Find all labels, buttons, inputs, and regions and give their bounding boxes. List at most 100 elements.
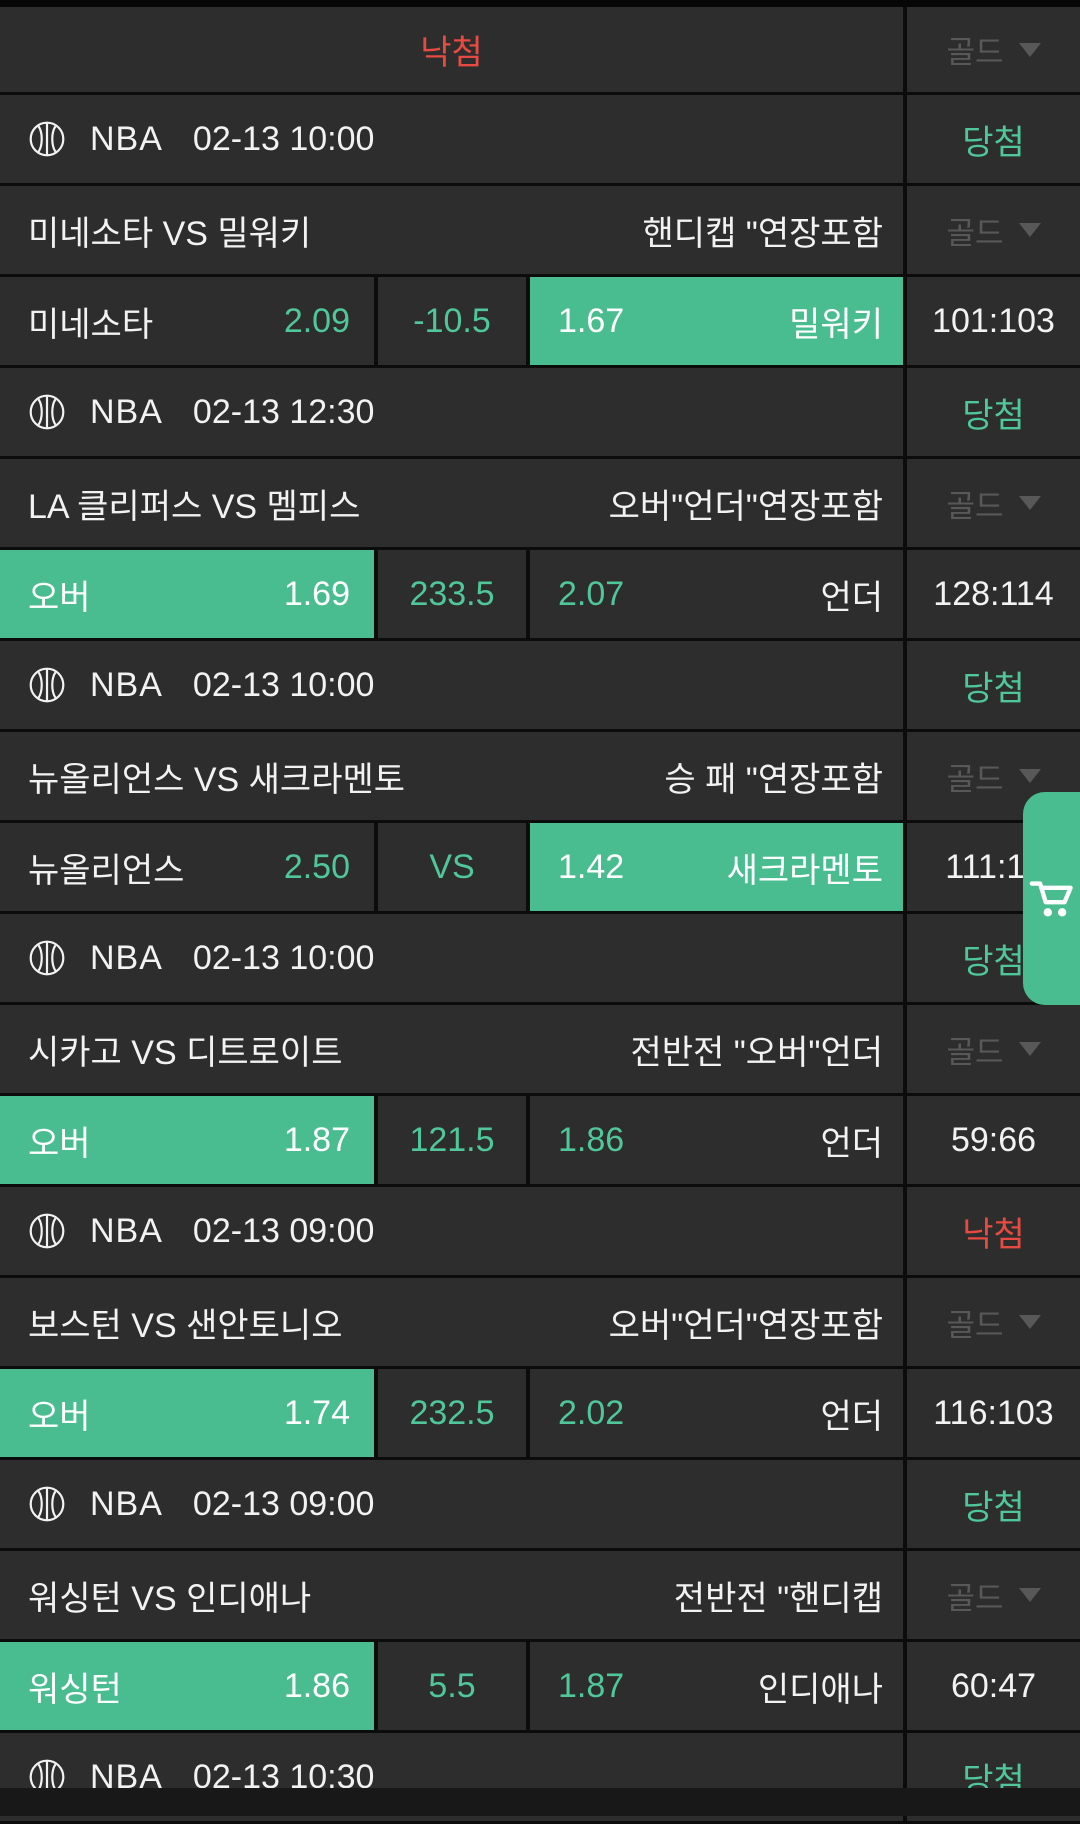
result-badge: 당첨 [962,396,1025,435]
match-title-row: LA 클리퍼스 VS 멤피스 오버"언더"연장포함 골드 [0,459,1080,550]
market-type-label: 오버"언더"연장포함 [608,1306,883,1345]
game-header-row: NBA 02-13 10:00 당첨 [0,914,1080,1005]
league-label: NBA [90,119,163,158]
away-bet-cell[interactable]: 1.67 밀워키 [530,277,903,365]
gold-filter-dropdown[interactable]: 골드 [903,459,1080,547]
home-odds: 1.86 [283,1666,350,1705]
match-name: 시카고 VS 디트로이트 [28,1033,343,1072]
gold-filter-label: 골드 [946,215,1004,251]
line-value: 121.5 [409,1120,495,1159]
gold-filter-dropdown[interactable]: 골드 [903,732,1080,820]
basketball-icon [28,393,66,431]
gold-filter-dropdown[interactable]: 골드 [903,1278,1080,1366]
home-bet-cell[interactable]: 미네소타 2.09 [0,277,378,365]
match-title-row: 뉴올리언스 VS 새크라멘토 승 패 "연장포함 골드 [0,732,1080,823]
home-odds: 1.69 [283,574,350,613]
cart-icon [1029,878,1075,920]
market-type-label: 전반전 "오버"언더 [630,1033,883,1072]
away-name: 인디애나 [757,1670,883,1709]
cart-button[interactable] [1023,792,1080,1005]
result-badge: 당첨 [962,942,1025,981]
home-name: 오버 [28,1397,91,1436]
home-bet-cell[interactable]: 워싱턴 1.86 [0,1642,378,1730]
gold-filter-label: 골드 [946,488,1004,524]
final-score: 60:47 [950,1666,1037,1705]
away-bet-cell[interactable]: 1.86 언더 [530,1096,903,1184]
away-name: 언더 [820,1397,883,1436]
away-bet-cell[interactable]: 2.07 언더 [530,550,903,638]
gold-filter-dropdown[interactable]: 골드 [903,1551,1080,1639]
header-result-label: 낙첨 [420,34,483,72]
game-header-row: NBA 02-13 10:00 당첨 [0,95,1080,186]
game-header-row: NBA 02-13 09:00 당첨 [0,1460,1080,1551]
result-badge: 낙첨 [962,1215,1025,1254]
line-cell: VS [378,823,530,911]
match-name: 미네소타 VS 밀워키 [28,214,312,253]
match-name: 뉴올리언스 VS 새크라멘토 [28,760,406,799]
home-bet-cell[interactable]: 뉴올리언스 2.50 [0,823,378,911]
gold-filter-dropdown[interactable]: 골드 [903,186,1080,274]
league-label: NBA [90,1211,163,1250]
result-badge: 당첨 [962,1488,1025,1527]
home-bet-cell[interactable]: 오버 1.74 [0,1369,378,1457]
market-type-label: 핸디캡 "연장포함 [642,214,883,253]
bottom-bar [0,1788,1080,1816]
result-badge: 당첨 [962,669,1025,708]
match-name: LA 클리퍼스 VS 멤피스 [28,487,361,526]
home-bet-cell[interactable]: 오버 1.87 [0,1096,378,1184]
chevron-down-icon [1018,42,1041,57]
top-strip [0,0,1080,7]
chevron-down-icon [1018,1315,1041,1329]
game-header-row: NBA 02-13 12:30 당첨 [0,368,1080,459]
odds-row: 미네소타 2.09 -10.5 1.67 밀워키 101:103 [0,277,1080,368]
odds-row: 오버 1.69 233.5 2.07 언더 128:114 [0,550,1080,641]
line-cell: -10.5 [378,277,530,365]
final-score: 116:103 [933,1393,1054,1432]
gold-filter-label: 골드 [946,1307,1004,1343]
home-bet-cell[interactable]: 오버 1.69 [0,550,378,638]
game-datetime: 02-13 10:00 [192,665,375,704]
away-bet-cell[interactable]: 2.02 언더 [530,1369,903,1457]
match-name: 보스턴 VS 샌안토니오 [28,1306,343,1345]
away-odds: 1.67 [558,301,625,340]
basketball-icon [28,120,66,158]
basketball-icon [28,1485,66,1523]
line-value: 5.5 [428,1666,476,1705]
market-type-label: 오버"언더"연장포함 [608,487,883,526]
away-bet-cell[interactable]: 1.87 인디애나 [530,1642,903,1730]
home-odds: 1.74 [283,1393,350,1432]
home-name: 미네소타 [28,305,154,344]
home-name: 뉴올리언스 [28,851,185,890]
bet-group-list: NBA 02-13 10:00 당첨 미네소타 VS 밀워키 핸디캡 "연장포함… [0,95,1080,1824]
odds-row: 오버 1.87 121.5 1.86 언더 59:66 [0,1096,1080,1187]
game-datetime: 02-13 10:00 [192,119,375,158]
league-label: NBA [90,392,163,431]
market-type-label: 전반전 "핸디캡 [673,1579,883,1618]
match-title-row: 미네소타 VS 밀워키 핸디캡 "연장포함 골드 [0,186,1080,277]
away-odds: 2.07 [558,574,625,613]
away-name: 밀워키 [789,305,883,344]
away-odds: 1.86 [558,1120,625,1159]
market-type-label: 승 패 "연장포함 [664,760,883,799]
gold-filter-dropdown[interactable]: 골드 [903,7,1080,92]
game-datetime: 02-13 12:30 [192,392,375,431]
match-name: 워싱턴 VS 인디애나 [28,1579,312,1618]
away-odds: 2.02 [558,1393,625,1432]
away-bet-cell[interactable]: 1.42 새크라멘토 [530,823,903,911]
home-odds: 1.87 [283,1120,350,1159]
line-cell: 232.5 [378,1369,530,1457]
basketball-icon [28,939,66,977]
match-title-row: 보스턴 VS 샌안토니오 오버"언더"연장포함 골드 [0,1278,1080,1369]
league-label: NBA [90,938,163,977]
gold-filter-dropdown[interactable]: 골드 [903,1005,1080,1093]
league-label: NBA [90,1484,163,1523]
final-score: 101:103 [932,301,1055,340]
line-cell: 233.5 [378,550,530,638]
home-name: 워싱턴 [28,1670,122,1709]
odds-row: 오버 1.74 232.5 2.02 언더 116:103 [0,1369,1080,1460]
away-odds: 1.42 [558,847,625,886]
line-cell: 5.5 [378,1642,530,1730]
away-name: 언더 [820,1124,883,1163]
line-value: 233.5 [409,574,495,613]
